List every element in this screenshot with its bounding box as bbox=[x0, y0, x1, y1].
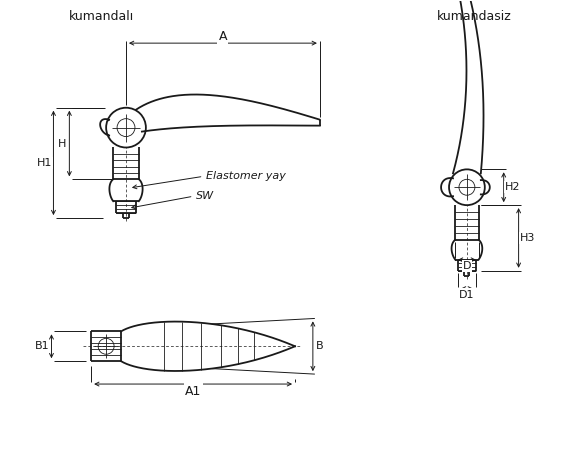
Text: H: H bbox=[58, 138, 66, 149]
Text: SW: SW bbox=[196, 191, 214, 201]
Text: A: A bbox=[219, 30, 227, 43]
Text: kumandalı: kumandalı bbox=[69, 11, 134, 23]
Text: Elastomer yay: Elastomer yay bbox=[205, 171, 285, 181]
Text: H2: H2 bbox=[505, 182, 520, 192]
Text: H1: H1 bbox=[37, 158, 52, 168]
Text: H3: H3 bbox=[520, 233, 535, 243]
Text: B: B bbox=[316, 341, 324, 351]
Text: A1: A1 bbox=[185, 384, 201, 398]
Text: D: D bbox=[463, 261, 471, 271]
Text: B1: B1 bbox=[35, 341, 50, 351]
Text: kumandasiz: kumandasiz bbox=[436, 11, 511, 23]
Text: D1: D1 bbox=[459, 290, 475, 300]
